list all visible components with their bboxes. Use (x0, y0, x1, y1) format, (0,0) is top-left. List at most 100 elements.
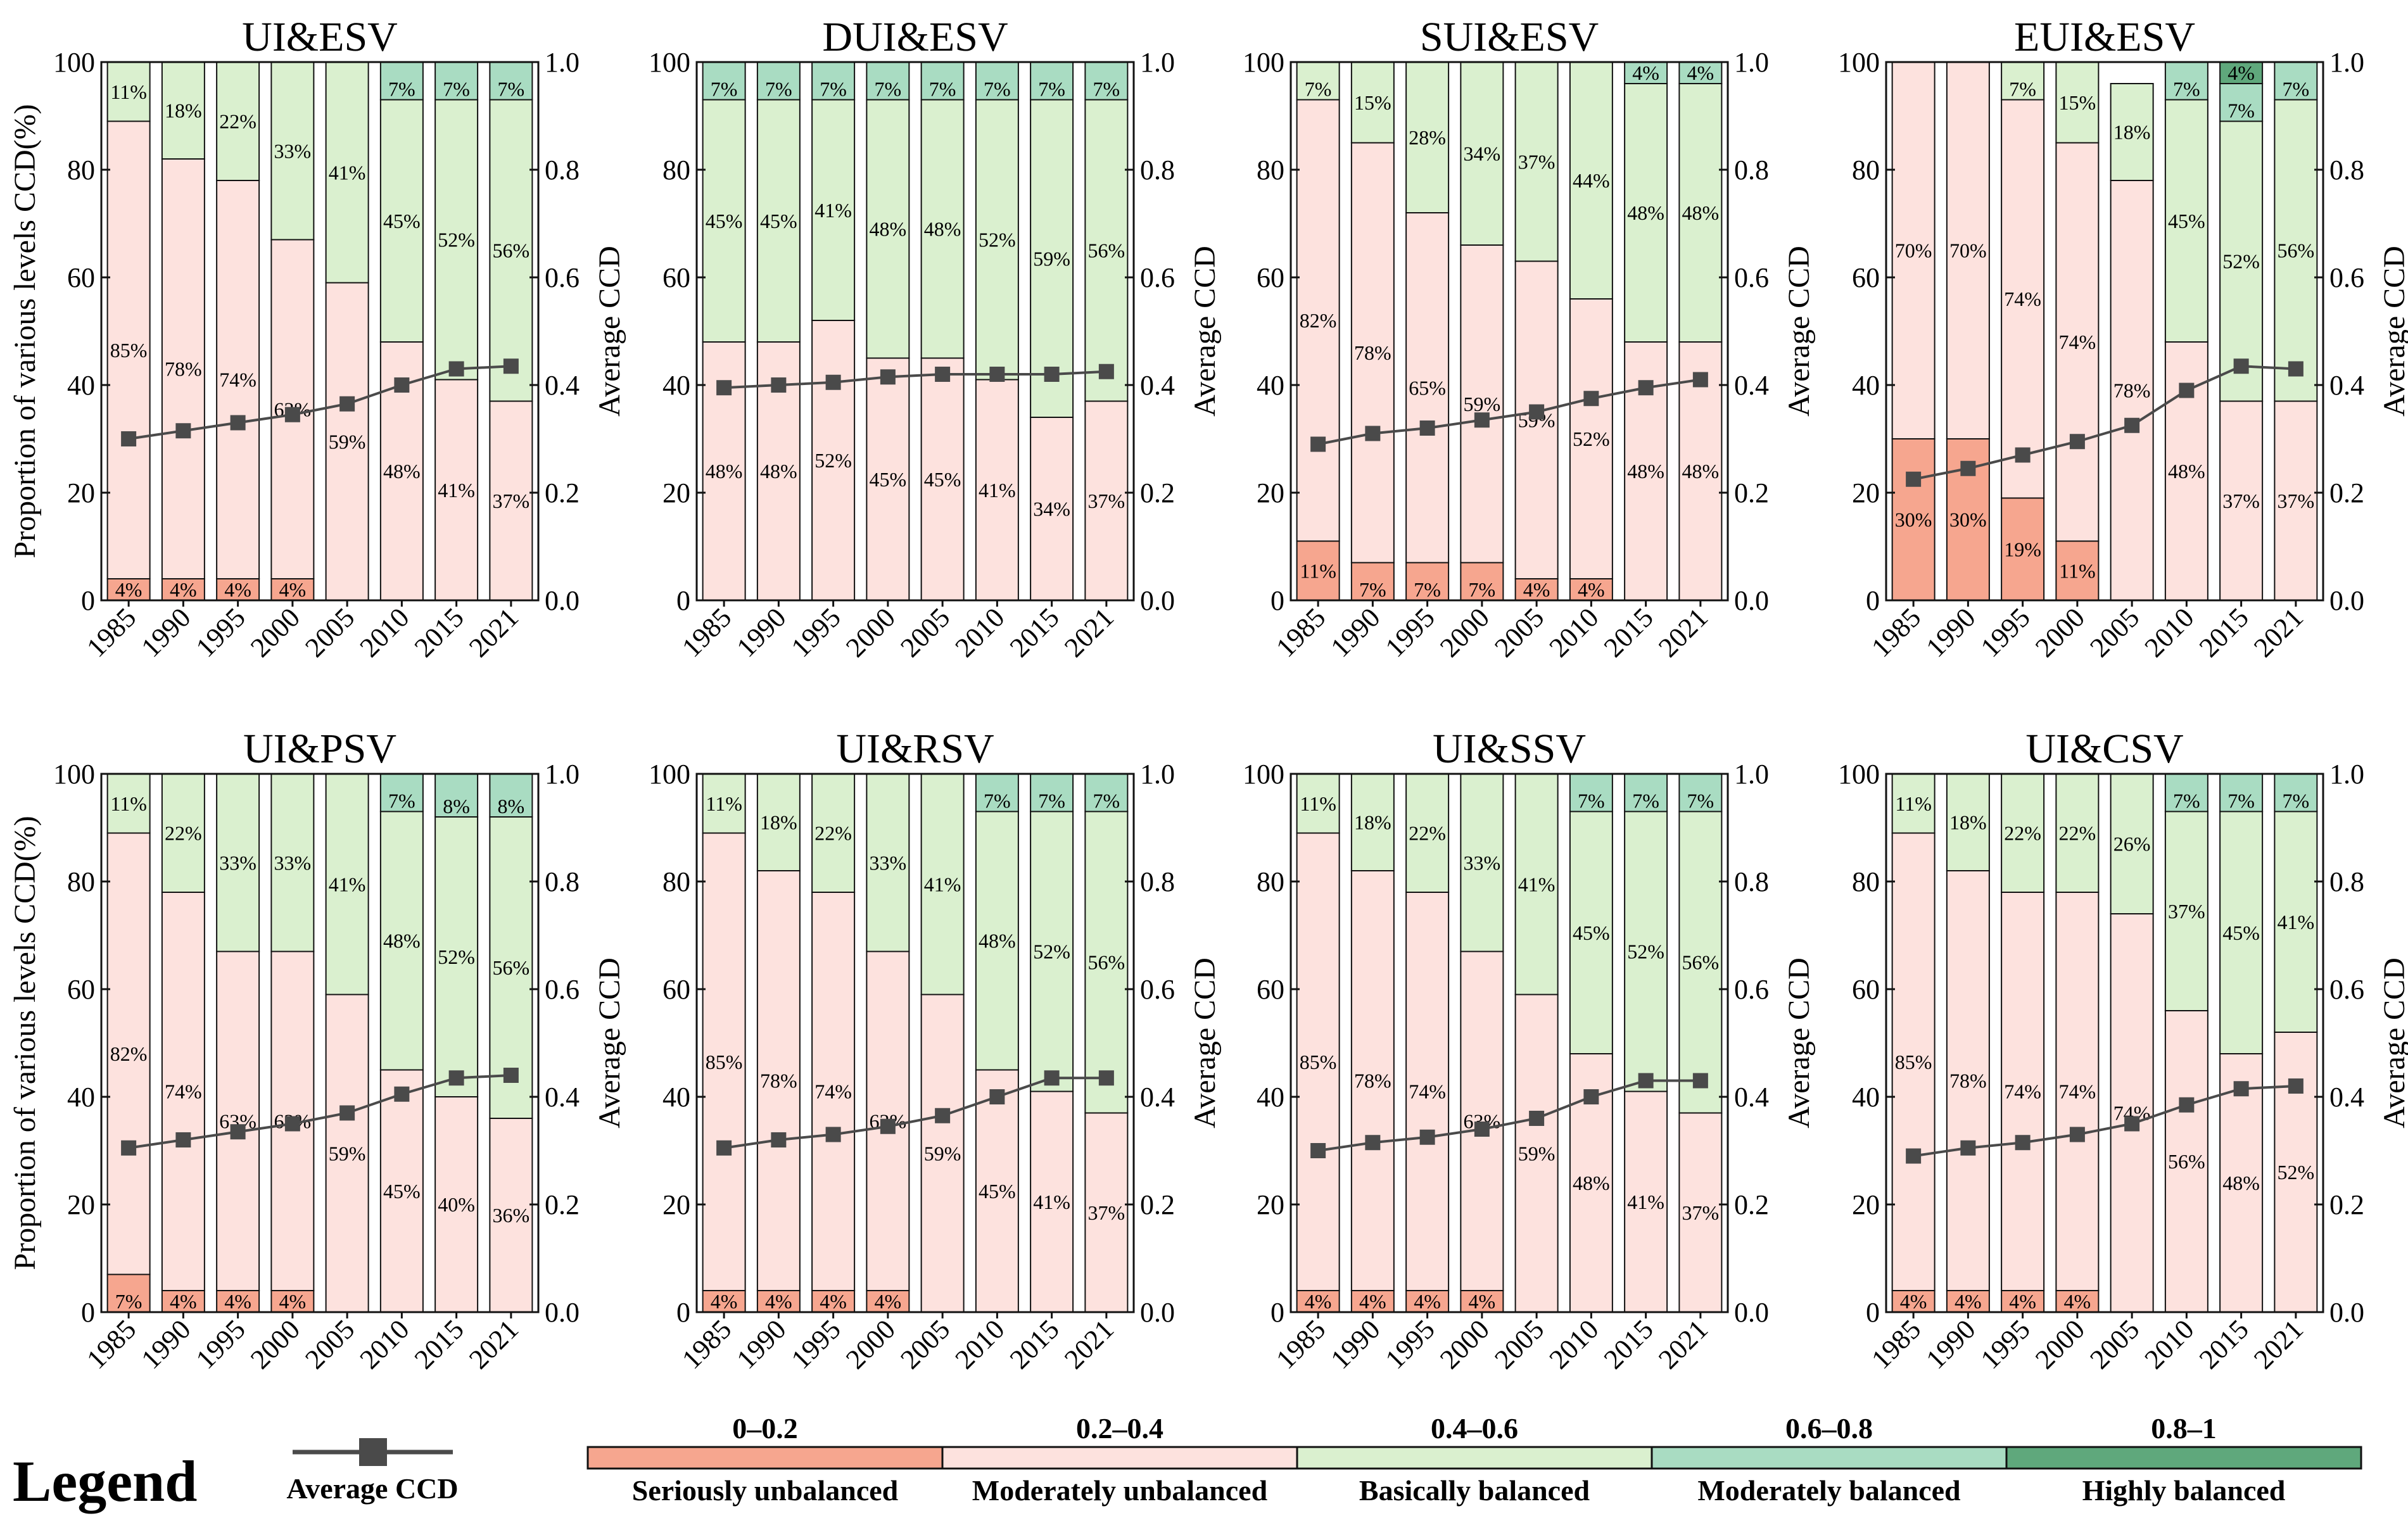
data-label: 48% (1627, 460, 1664, 483)
bar-segment (1350, 61, 1395, 144)
y-tick-label: 0 (1271, 1297, 1284, 1328)
data-label: 7% (2283, 78, 2310, 101)
y2-tick-label: 1.0 (545, 759, 580, 790)
average-ccd-point (503, 1068, 519, 1083)
bar-segment (2055, 142, 2100, 542)
data-label: 4% (1578, 578, 1605, 601)
x-tick-label: 2010 (2139, 602, 2200, 663)
data-label: 7% (1359, 578, 1386, 601)
x-tick-label: 2000 (2029, 602, 2091, 663)
y-tick-label: 0 (1271, 585, 1284, 616)
x-tick-label: 2005 (299, 1313, 360, 1375)
chart-panel-UI&ESV: UI&ESV4%85%11%4%78%18%4%74%22%4%63%33%59… (8, 14, 626, 663)
y2-tick-label: 0.8 (545, 155, 580, 186)
data-label: 7% (1469, 578, 1496, 601)
data-label: 41% (438, 479, 475, 502)
y-tick-label: 0 (676, 585, 690, 616)
y2-axis-label: Average CCD (2378, 957, 2408, 1128)
average-ccd-point (1098, 1070, 1114, 1086)
bar-segment (702, 99, 746, 343)
data-label: 37% (493, 490, 530, 512)
data-label: 4% (1523, 578, 1550, 601)
y-tick-label: 20 (1257, 477, 1284, 509)
y2-axis-label: Average CCD (593, 957, 626, 1128)
data-label: 7% (875, 78, 902, 101)
data-label: 78% (1949, 1070, 1987, 1092)
y-tick-label: 20 (662, 1189, 690, 1220)
average-ccd-line (1913, 365, 2296, 481)
bar-segment (216, 180, 260, 579)
data-label: 7% (1687, 790, 1714, 812)
x-tick-label: 2021 (463, 602, 524, 663)
y2-axis-label: Average CCD (1782, 246, 1816, 417)
plot-frame (100, 61, 540, 602)
legend-title: Legend (13, 1449, 197, 1514)
data-label: 56% (1088, 951, 1125, 974)
bar-segment (2274, 99, 2318, 402)
data-label: 7% (1038, 78, 1065, 101)
average-ccd-point (2124, 417, 2140, 433)
data-label: 52% (438, 945, 475, 968)
x-tick-label: 1995 (190, 1313, 251, 1375)
data-label: 18% (165, 99, 202, 122)
average-ccd-point (1419, 1129, 1435, 1145)
bar-segment (434, 1096, 479, 1313)
y2-tick-label: 0.0 (2329, 1297, 2364, 1328)
y-tick-label: 20 (1852, 477, 1880, 509)
data-label: 11% (2059, 559, 2095, 582)
y-axis-label: Proportion of various levels CCD(%) (8, 816, 42, 1270)
data-label: 4% (1305, 1290, 1332, 1313)
data-label: 4% (279, 1290, 307, 1313)
average-ccd-point (1310, 1143, 1326, 1158)
bar-segment (975, 773, 1019, 812)
bar-segment (811, 61, 856, 101)
average-ccd-point (1906, 471, 1922, 487)
data-label: 65% (1409, 376, 1446, 399)
chart-title: UI&SSV (1433, 726, 1586, 772)
y2-tick-label: 0.6 (2329, 974, 2364, 1005)
x-tick-label: 2021 (1652, 602, 1714, 663)
y2-tick-label: 0.4 (1140, 1082, 1175, 1113)
data-label: 15% (2059, 91, 2096, 114)
y2-tick-label: 0.2 (2329, 1189, 2364, 1220)
data-label: 4% (1687, 61, 1714, 84)
bar-segment (1405, 212, 1450, 564)
bar-segment (2001, 99, 2045, 499)
data-label: 52% (438, 229, 475, 251)
y2-tick-label: 0.8 (1140, 866, 1175, 897)
average-ccd-point (1692, 372, 1708, 388)
data-label: 15% (1354, 91, 1391, 114)
average-ccd-point (1960, 1140, 1976, 1156)
data-label: 85% (706, 1051, 743, 1073)
y-tick-label: 40 (1852, 370, 1880, 401)
average-ccd-point (284, 1116, 300, 1132)
bar-segment (811, 99, 856, 321)
y-tick-label: 60 (662, 262, 690, 293)
x-tick-label: 2010 (1543, 1313, 1605, 1375)
data-label: 7% (443, 78, 470, 101)
y-tick-label: 80 (67, 155, 95, 186)
legend-item-label: Basically balanced (1359, 1474, 1590, 1507)
average-ccd-point (935, 1108, 951, 1123)
bar-segment (1569, 298, 1613, 579)
data-label: 52% (1627, 940, 1664, 963)
bar-segment (1030, 773, 1074, 812)
data-label: 11% (706, 792, 742, 815)
plot-frame (1290, 61, 1729, 602)
data-label: 4% (765, 1290, 792, 1313)
data-label: 4% (224, 578, 251, 601)
bar-segment (2164, 1010, 2208, 1313)
bar-segment (1460, 951, 1504, 1291)
data-label: 18% (1354, 811, 1391, 834)
data-label: 22% (219, 110, 257, 133)
x-tick-label: 1990 (136, 602, 197, 663)
y2-tick-label: 0.8 (1734, 866, 1769, 897)
legend-line-label: Average CCD (286, 1472, 458, 1505)
data-label: 7% (929, 78, 956, 101)
data-label: 4% (820, 1290, 847, 1313)
bar-segment (1514, 773, 1559, 995)
bar-segment (1624, 773, 1668, 812)
bar-segment (106, 1273, 151, 1313)
y2-axis-label: Average CCD (1188, 957, 1222, 1128)
data-label: 45% (1573, 921, 1610, 944)
